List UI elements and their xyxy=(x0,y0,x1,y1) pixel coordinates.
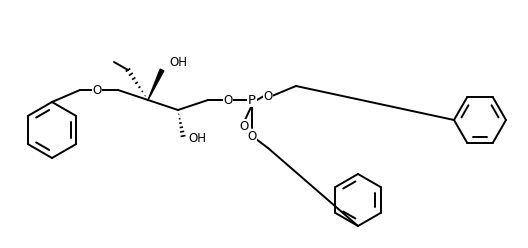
Text: OH: OH xyxy=(169,56,187,68)
Text: O: O xyxy=(239,120,249,132)
Text: O: O xyxy=(223,93,233,106)
Text: OH: OH xyxy=(188,132,206,146)
Text: O: O xyxy=(263,90,272,102)
Polygon shape xyxy=(148,69,164,100)
Text: P: P xyxy=(248,93,256,106)
Text: O: O xyxy=(92,84,101,96)
Text: O: O xyxy=(248,129,257,143)
